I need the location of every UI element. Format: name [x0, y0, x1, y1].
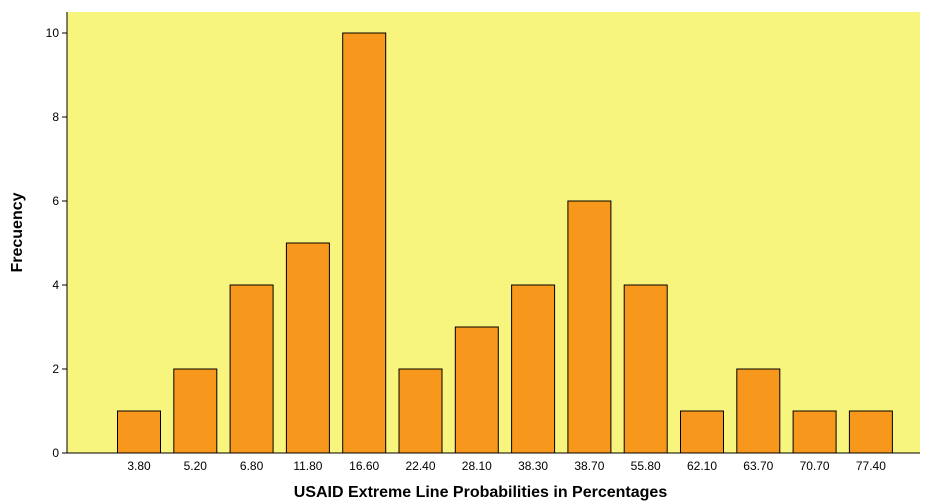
y-tick-label: 4: [52, 278, 59, 292]
axes-group: [66, 12, 920, 454]
bar-62.10: [680, 410, 724, 454]
bars-group: [117, 32, 893, 454]
bar-63.70: [736, 368, 781, 454]
bar-77.40: [848, 410, 893, 454]
x-tick-label: 70.70: [800, 459, 830, 473]
x-tick-label: 38.30: [518, 459, 548, 473]
bar-70.70: [792, 410, 837, 454]
bar-38.70: [567, 200, 612, 454]
x-tick-label: 77.40: [856, 459, 886, 473]
x-tick-label: 63.70: [743, 459, 773, 473]
x-ticks-group: 3.80 5.20 6.80 11.80 16.60 22.40 28.10 38.30 38.…: [127, 459, 886, 473]
y-tick-label: 2: [52, 362, 59, 376]
bar-55.80: [623, 284, 668, 454]
bar-11.80: [285, 242, 330, 454]
y-tick-label: 8: [52, 110, 59, 124]
y-tick-label: 6: [52, 194, 59, 208]
x-tick-label: 6.80: [240, 459, 264, 473]
y-axis-title: Frecuency: [9, 192, 26, 272]
x-tick-label: 3.80: [127, 459, 151, 473]
bar-16.60: [342, 32, 387, 454]
y-tick-label: 10: [46, 26, 60, 40]
x-tick-label: 16.60: [349, 459, 379, 473]
x-tick-label: 22.40: [405, 459, 435, 473]
x-axis-title: USAID Extreme Line Probabilities in Perc…: [294, 484, 668, 501]
bar-38.30: [511, 284, 556, 454]
bar-22.40: [398, 368, 443, 454]
bar-28.10: [454, 326, 499, 454]
y-tick-label: 0: [52, 446, 59, 460]
x-tick-label: 28.10: [462, 459, 492, 473]
x-tick-label: 62.10: [687, 459, 717, 473]
bar-3.80: [117, 410, 161, 454]
bar-5.20: [173, 368, 218, 454]
x-tick-label: 38.70: [574, 459, 604, 473]
x-tick-label: 11.80: [293, 459, 322, 473]
bar-6.80: [229, 284, 274, 454]
x-tick-label: 5.20: [184, 459, 208, 473]
y-ticks-group: 0 2 4 6 8 10: [46, 26, 67, 460]
x-tick-label: 55.80: [631, 459, 661, 473]
